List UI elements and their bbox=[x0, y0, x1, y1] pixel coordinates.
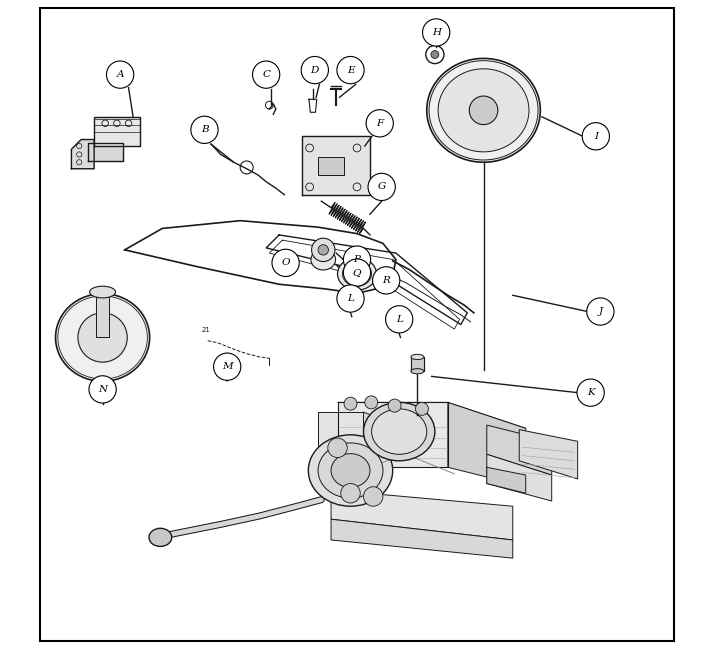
Text: A: A bbox=[116, 70, 124, 79]
Circle shape bbox=[337, 56, 364, 84]
Polygon shape bbox=[487, 454, 552, 501]
Bar bbox=[318, 157, 344, 175]
Circle shape bbox=[78, 313, 127, 362]
Polygon shape bbox=[487, 467, 526, 493]
Ellipse shape bbox=[90, 286, 116, 298]
Polygon shape bbox=[331, 490, 513, 540]
Polygon shape bbox=[331, 519, 513, 558]
Circle shape bbox=[272, 249, 299, 276]
Text: F: F bbox=[376, 119, 383, 128]
Text: H: H bbox=[432, 28, 441, 37]
Ellipse shape bbox=[411, 369, 424, 374]
Circle shape bbox=[213, 353, 241, 380]
Polygon shape bbox=[88, 143, 124, 161]
Text: G: G bbox=[378, 182, 386, 191]
Ellipse shape bbox=[338, 258, 376, 290]
Circle shape bbox=[587, 298, 614, 325]
Ellipse shape bbox=[427, 58, 540, 162]
Circle shape bbox=[388, 399, 401, 412]
Text: B: B bbox=[201, 125, 208, 134]
Ellipse shape bbox=[363, 402, 435, 461]
Polygon shape bbox=[519, 430, 578, 479]
Circle shape bbox=[341, 484, 361, 503]
Circle shape bbox=[343, 246, 371, 273]
Circle shape bbox=[253, 61, 280, 88]
Ellipse shape bbox=[371, 409, 427, 454]
Circle shape bbox=[328, 438, 347, 458]
Circle shape bbox=[386, 306, 413, 333]
Text: L: L bbox=[347, 294, 354, 303]
Circle shape bbox=[191, 116, 218, 143]
Circle shape bbox=[582, 123, 610, 150]
Circle shape bbox=[416, 402, 428, 415]
Polygon shape bbox=[96, 292, 109, 337]
Circle shape bbox=[106, 61, 134, 88]
Polygon shape bbox=[338, 402, 526, 428]
Text: N: N bbox=[98, 385, 107, 394]
Ellipse shape bbox=[331, 454, 370, 487]
Circle shape bbox=[368, 173, 396, 201]
Text: I: I bbox=[594, 132, 598, 141]
Text: K: K bbox=[587, 388, 595, 397]
Polygon shape bbox=[411, 357, 424, 371]
Ellipse shape bbox=[318, 443, 383, 498]
Polygon shape bbox=[338, 402, 448, 467]
Circle shape bbox=[365, 396, 378, 409]
Text: R: R bbox=[382, 276, 390, 285]
Circle shape bbox=[337, 285, 364, 312]
Circle shape bbox=[373, 267, 400, 294]
Text: 21: 21 bbox=[201, 327, 210, 334]
Text: O: O bbox=[281, 258, 290, 267]
Ellipse shape bbox=[311, 249, 336, 270]
Polygon shape bbox=[318, 412, 363, 458]
Text: D: D bbox=[311, 66, 319, 75]
Circle shape bbox=[344, 397, 357, 410]
Circle shape bbox=[311, 238, 335, 262]
Ellipse shape bbox=[343, 262, 371, 286]
Circle shape bbox=[318, 245, 328, 255]
Circle shape bbox=[423, 19, 450, 46]
Text: Q: Q bbox=[353, 268, 361, 277]
Ellipse shape bbox=[411, 354, 424, 360]
Polygon shape bbox=[363, 412, 389, 467]
Circle shape bbox=[469, 96, 498, 125]
Circle shape bbox=[351, 267, 363, 280]
Circle shape bbox=[363, 487, 383, 506]
Text: L: L bbox=[396, 315, 403, 324]
Text: M: M bbox=[222, 362, 233, 371]
Circle shape bbox=[301, 56, 328, 84]
Polygon shape bbox=[94, 117, 139, 146]
Text: C: C bbox=[262, 70, 270, 79]
Polygon shape bbox=[302, 136, 370, 195]
Circle shape bbox=[366, 110, 393, 137]
Text: P: P bbox=[353, 255, 361, 264]
Ellipse shape bbox=[308, 435, 393, 506]
Ellipse shape bbox=[438, 69, 529, 152]
Ellipse shape bbox=[56, 293, 150, 382]
Polygon shape bbox=[487, 425, 552, 475]
Circle shape bbox=[577, 379, 604, 406]
Polygon shape bbox=[448, 402, 526, 487]
Ellipse shape bbox=[149, 528, 171, 546]
Circle shape bbox=[89, 376, 116, 403]
Text: E: E bbox=[347, 66, 354, 75]
Circle shape bbox=[343, 259, 371, 286]
Circle shape bbox=[431, 51, 439, 58]
Polygon shape bbox=[71, 140, 94, 169]
Text: J: J bbox=[598, 307, 603, 316]
